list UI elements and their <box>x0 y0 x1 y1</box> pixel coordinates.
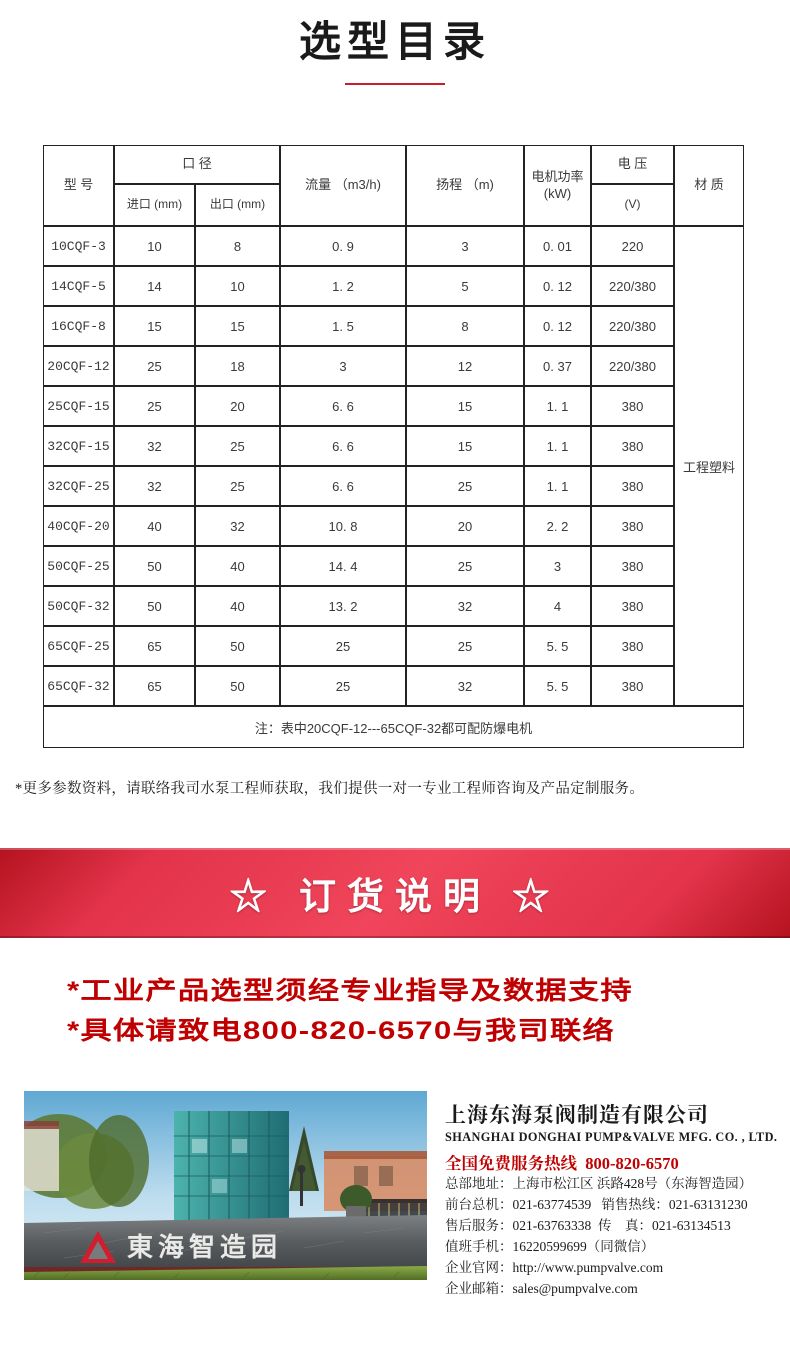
svg-text:東海智造园: 東海智造园 <box>127 1232 282 1262</box>
